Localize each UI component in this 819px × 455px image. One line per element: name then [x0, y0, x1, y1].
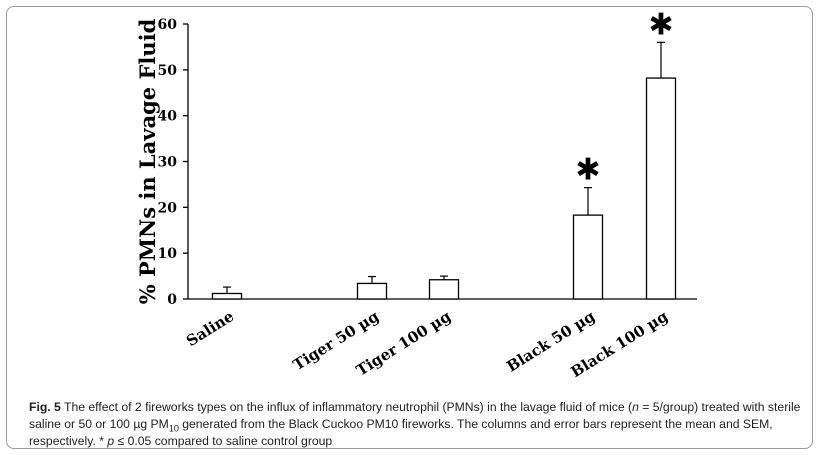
caption-text-2: = 5/group) treated with sterile saline o… [29, 400, 801, 431]
figure-panel: % PMNs in Lavage Fluid 0 10 20 30 40 50 60 Salin… [6, 6, 813, 449]
caption-p-symbol: p [107, 434, 115, 448]
y-tick-label-3: 30 [158, 155, 178, 171]
y-tick-label-6: 60 [158, 17, 178, 33]
caption-label: Fig. 5 [29, 400, 61, 414]
bar-chart: % PMNs in Lavage Fluid 0 10 20 30 40 50 60 Salin… [135, 7, 697, 381]
caption-text-5: 0.05 compared to saline control group [124, 434, 333, 448]
bar-4 [645, 77, 677, 300]
bar-0 [211, 292, 243, 300]
x-tick-label-0: Saline [183, 307, 237, 350]
significance-marker-3: ✱ [575, 153, 600, 188]
caption-text-3: generated from the Black Cuckoo PM10 fir… [29, 417, 773, 448]
y-tick-label-4: 40 [158, 109, 178, 125]
significance-marker-4: ✱ [648, 7, 673, 42]
y-axis-title: % PMNs in Lavage Fluid [135, 18, 160, 304]
y-tick-label-1: 10 [158, 246, 178, 262]
caption-pm-subscript: 10 [168, 423, 179, 434]
caption-n-symbol: n [632, 400, 639, 414]
y-tick-label-0: 0 [167, 292, 177, 308]
caption-le-symbol: ≤ [117, 434, 125, 448]
bar-1 [356, 282, 388, 300]
y-tick-label-2: 20 [158, 200, 178, 216]
y-tick-label-5: 50 [158, 63, 178, 79]
figure-caption: Fig. 5 The effect of 2 fireworks types o… [29, 399, 814, 450]
bar-3 [572, 214, 604, 300]
bar-2 [428, 279, 460, 300]
caption-text-1: The effect of 2 fireworks types on the i… [60, 400, 633, 414]
